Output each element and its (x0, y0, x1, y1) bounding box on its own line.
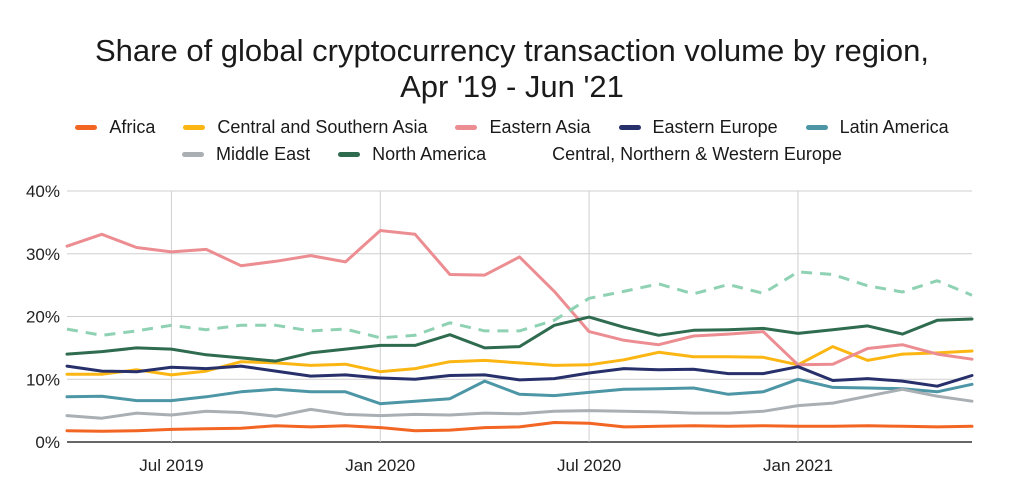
legend-swatch (182, 152, 205, 157)
y-tick-label: 0% (35, 433, 60, 452)
legend-swatch (183, 125, 206, 130)
legend-label: Africa (109, 117, 156, 137)
legend-item-africa: Africa (75, 117, 155, 138)
legend-swatch (455, 125, 478, 130)
y-tick-label: 20% (26, 308, 60, 327)
series-line-africa (65, 421, 974, 433)
legend-item-eastern-asia: Eastern Asia (455, 117, 591, 138)
x-tick-label: Jan 2020 (345, 456, 415, 475)
series-line-central-northern-western-europe (66, 270, 973, 340)
legend-label: Central, Northern & Western Europe (552, 144, 842, 164)
series-line-latin-america (65, 377, 974, 406)
legend-item-middle-east: Middle East (182, 144, 310, 165)
series-line-north-america (65, 315, 974, 363)
legend-item-central-northern-western-europe: Central, Northern & Western Europe (514, 144, 842, 165)
legend-label: Latin America (839, 117, 949, 137)
legend-item-latin-america: Latin America (805, 117, 949, 138)
x-tick-label: Jul 2020 (557, 456, 621, 475)
legend-label: Eastern Asia (489, 117, 591, 137)
legend-item-north-america: North America (338, 144, 486, 165)
legend-label: Central and Southern Asia (217, 117, 428, 137)
legend-swatch (618, 125, 641, 130)
legend-label: North America (372, 144, 487, 164)
series-line-middle-east (65, 387, 974, 420)
chart-title-line-1: Share of global cryptocurrency transacti… (95, 33, 929, 68)
series-line-eastern-asia (65, 229, 974, 367)
legend-swatch (338, 152, 361, 157)
y-tick-label: 10% (26, 370, 60, 389)
series-line-eastern-europe (65, 364, 974, 388)
y-tick-label: 40% (26, 182, 60, 201)
y-tick-label: 30% (26, 245, 60, 264)
x-tick-label: Jul 2019 (139, 456, 203, 475)
legend-row-1: Africa Central and Southern Asia Eastern A… (0, 117, 1024, 138)
legend-item-eastern-europe: Eastern Europe (618, 117, 778, 138)
legend-row-2: Middle East North America Central, Norther… (0, 144, 1024, 165)
chart-title-line-2: Apr '19 - Jun '21 (400, 69, 624, 104)
legend-swatch (75, 125, 98, 130)
legend-swatch (805, 125, 828, 130)
legend-label: Middle East (216, 144, 311, 164)
legend-label: Eastern Europe (652, 117, 778, 137)
series-line-central-and-southern-asia (65, 345, 974, 377)
x-tick-label: Jan 2021 (763, 456, 833, 475)
legend-item-central-and-southern-asia: Central and Southern Asia (183, 117, 427, 138)
